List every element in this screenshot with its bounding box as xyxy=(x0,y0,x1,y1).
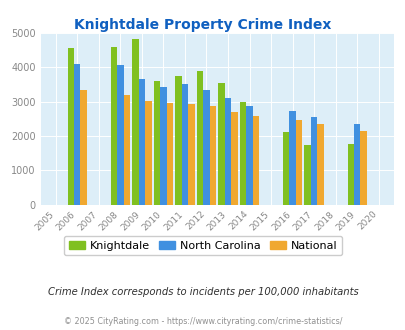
Bar xyxy=(304,145,310,205)
Legend: Knightdale, North Carolina, National: Knightdale, North Carolina, National xyxy=(64,236,341,255)
Text: © 2025 CityRating.com - https://www.cityrating.com/crime-statistics/: © 2025 CityRating.com - https://www.city… xyxy=(64,317,341,326)
Bar xyxy=(166,103,173,205)
Bar xyxy=(224,98,230,205)
Bar xyxy=(209,107,215,205)
Text: Knightdale Property Crime Index: Knightdale Property Crime Index xyxy=(74,18,331,32)
Bar xyxy=(282,132,289,205)
Bar xyxy=(310,117,317,205)
Bar xyxy=(218,83,224,205)
Bar xyxy=(347,144,353,205)
Bar xyxy=(360,131,366,205)
Bar xyxy=(67,48,74,205)
Bar xyxy=(110,47,117,205)
Bar xyxy=(203,90,209,205)
Bar xyxy=(145,101,151,205)
Bar xyxy=(246,106,252,205)
Bar xyxy=(117,65,123,205)
Bar xyxy=(123,95,130,205)
Bar xyxy=(239,102,246,205)
Bar xyxy=(175,76,181,205)
Bar xyxy=(295,120,302,205)
Bar xyxy=(317,124,323,205)
Bar xyxy=(181,84,188,205)
Bar xyxy=(188,104,194,205)
Bar xyxy=(74,64,80,205)
Bar xyxy=(153,82,160,205)
Bar xyxy=(353,124,360,205)
Bar xyxy=(289,111,295,205)
Bar xyxy=(138,79,145,205)
Bar xyxy=(160,87,166,205)
Bar xyxy=(252,116,258,205)
Bar xyxy=(80,90,87,205)
Bar xyxy=(230,112,237,205)
Bar xyxy=(196,71,203,205)
Bar xyxy=(132,39,138,205)
Text: Crime Index corresponds to incidents per 100,000 inhabitants: Crime Index corresponds to incidents per… xyxy=(47,287,358,297)
